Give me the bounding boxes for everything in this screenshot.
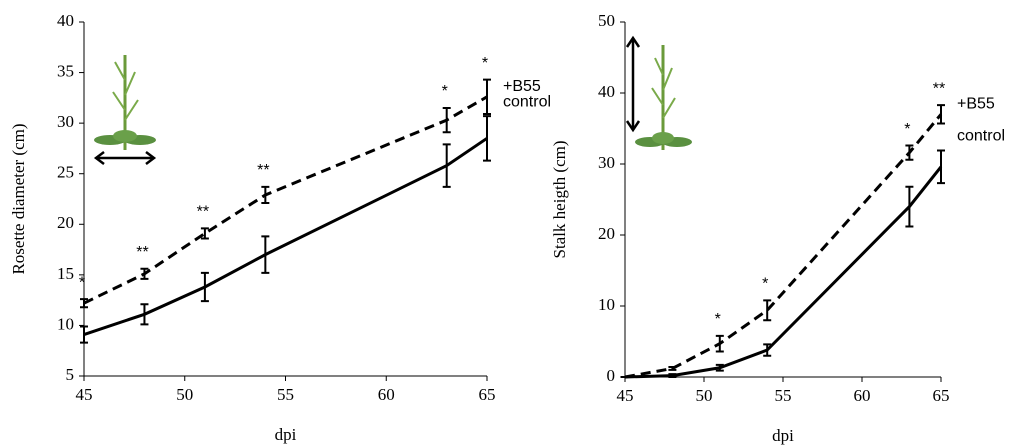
error-bar	[140, 303, 149, 326]
data-line	[83, 137, 488, 336]
x-axis-label: dpi	[772, 426, 794, 445]
significance-mark: *	[79, 274, 85, 291]
x-tick-label: 65	[933, 386, 950, 405]
y-tick-label: 30	[57, 112, 74, 131]
y-tick-label: 20	[57, 213, 74, 232]
y-tick-label: 10	[57, 314, 74, 333]
error-bar	[937, 104, 945, 125]
significance-mark: *	[762, 276, 768, 293]
y-tick-label: 5	[66, 365, 75, 384]
y-tick-label: 15	[57, 264, 74, 283]
significance-mark: **	[136, 244, 148, 261]
data-line	[83, 95, 488, 305]
error-bar	[261, 235, 270, 274]
error-bar	[200, 227, 209, 240]
significance-mark: *	[904, 121, 910, 138]
significance-mark: **	[257, 162, 269, 179]
x-tick-label: 50	[696, 386, 713, 405]
x-tick-label: 55	[277, 385, 294, 404]
significance-mark: *	[482, 55, 488, 72]
x-tick-label: 55	[775, 386, 792, 405]
error-bar	[442, 143, 451, 188]
x-tick-label: 60	[378, 385, 395, 404]
y-tick-label: 40	[598, 82, 615, 101]
error-bar	[668, 366, 677, 371]
error-bar	[905, 185, 914, 228]
plant-illustration	[93, 55, 157, 165]
significance-mark: **	[197, 204, 209, 221]
y-tick-label: 0	[607, 366, 616, 385]
y-axis-label: Rosette diameter (cm)	[9, 123, 28, 274]
data-line	[624, 165, 943, 379]
series-label: control	[957, 128, 1005, 145]
x-tick-label: 45	[617, 386, 634, 405]
series-label: +B55	[957, 96, 995, 113]
error-bar	[905, 144, 914, 161]
error-bar	[442, 106, 451, 134]
x-tick-label: 45	[76, 385, 93, 404]
error-bar	[80, 298, 88, 309]
data-line	[624, 113, 943, 379]
error-bar	[483, 78, 491, 116]
y-tick-label: 10	[598, 295, 615, 314]
y-axis-label: Stalk heigth (cm)	[550, 140, 569, 258]
y-tick-label: 50	[598, 11, 615, 30]
series-label: control	[503, 93, 551, 110]
significance-mark: *	[715, 311, 721, 328]
y-tick-label: 30	[598, 153, 615, 172]
error-bar	[715, 334, 724, 353]
y-tick-label: 40	[57, 11, 74, 30]
error-bar	[140, 267, 149, 280]
series-label: +B55	[503, 78, 541, 95]
x-tick-label: 65	[479, 385, 496, 404]
error-bar	[937, 149, 945, 185]
error-bar	[483, 115, 491, 162]
error-bar	[715, 363, 724, 372]
error-bar	[261, 185, 270, 205]
x-axis-label: dpi	[275, 425, 297, 444]
plant-illustration	[625, 35, 692, 150]
error-bar	[80, 325, 88, 344]
significance-mark: **	[933, 80, 945, 97]
error-bar	[200, 271, 209, 303]
error-bar	[763, 299, 772, 322]
significance-mark: *	[442, 83, 448, 100]
x-tick-label: 50	[176, 385, 193, 404]
error-bar	[668, 373, 677, 378]
y-tick-label: 35	[57, 61, 74, 80]
x-tick-label: 60	[854, 386, 871, 405]
error-bar	[763, 343, 772, 357]
y-tick-label: 20	[598, 224, 615, 243]
y-tick-label: 25	[57, 163, 74, 182]
